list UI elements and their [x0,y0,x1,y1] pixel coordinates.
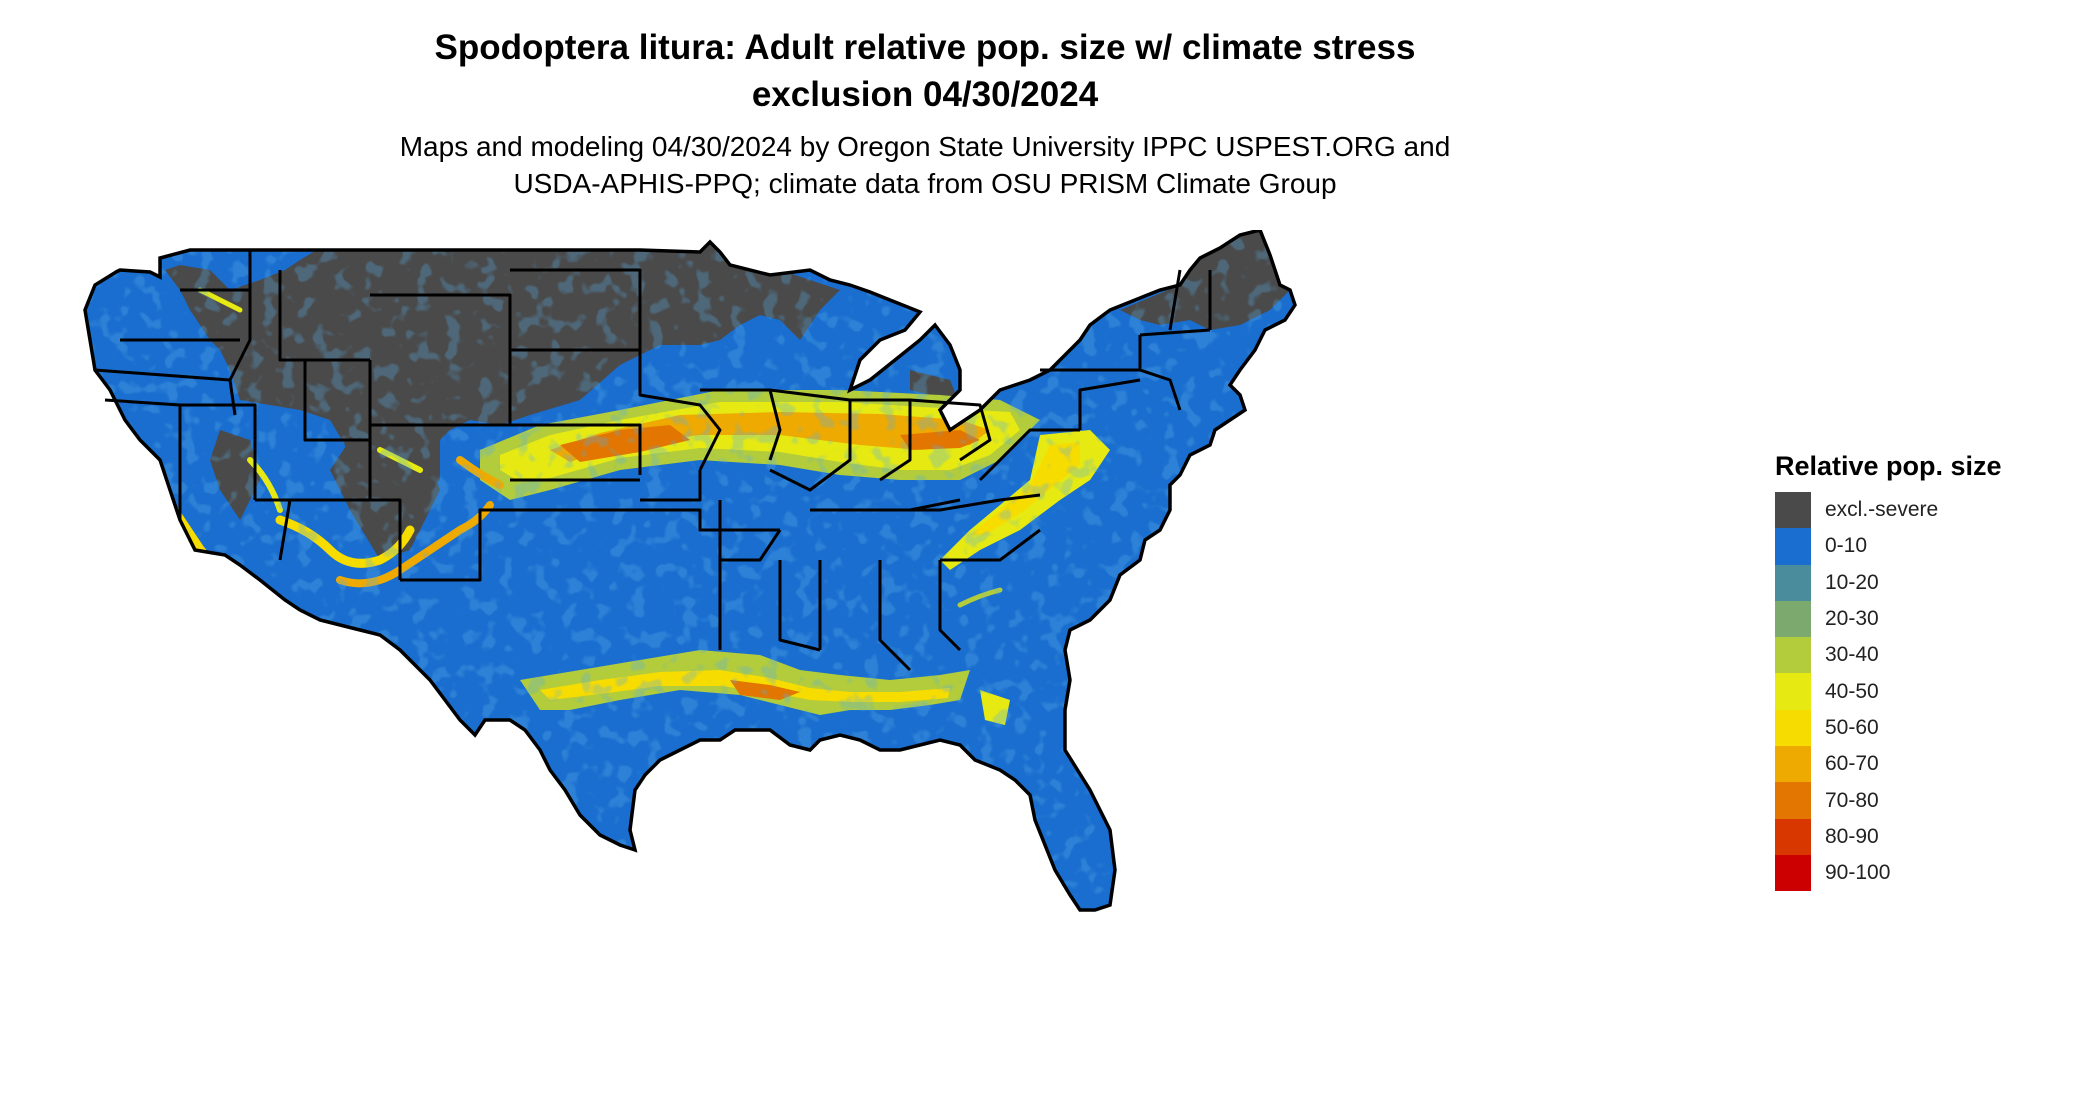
state-border [700,388,782,461]
us-map [83,230,1297,912]
state-border [400,508,640,582]
subtitle-line-1: Maps and modeling 04/30/2024 by Oregon S… [399,131,1451,162]
legend-label: 90-100 [1825,861,1891,885]
state-borders [94,250,1212,672]
state-border [278,270,370,362]
state-border [1078,378,1141,430]
state-border [1139,328,1211,337]
legend-label: 80-90 [1825,824,1879,848]
legend-label: 20-30 [1825,607,1879,631]
state-border [778,560,821,652]
legend-swatch [1775,564,1811,601]
legend-swatch [1775,528,1811,565]
legend-item: 0-10 [1775,528,2085,565]
subtitle-line-2: USDA-APHIS-PPQ; climate data from OSU PR… [513,168,1337,199]
legend-item: 30-40 [1775,637,2085,674]
legend-item: excl.-severe [1775,492,2085,529]
legend: Relative pop. size excl.-severe 0-10 10-20… [1775,448,2085,892]
state-border [909,398,992,462]
legend-label: 0-10 [1825,534,1868,558]
title-line-2: exclusion 04/30/2024 [751,75,1099,114]
state-border [769,388,852,492]
state-border [510,423,642,475]
texture-overlay [85,230,1295,910]
legend-label: 60-70 [1825,752,1879,776]
legend-swatch [1775,818,1811,855]
state-border [640,508,780,532]
legend-label: 70-80 [1825,788,1879,812]
legend-swatch [1775,673,1811,710]
state-border [94,368,231,382]
state-border [718,500,782,562]
state-border [370,498,402,580]
legend-label: excl.-severe [1825,498,1939,522]
legend-item: 50-60 [1775,709,2085,747]
legend-label: 30-40 [1825,643,1879,667]
state-border [255,498,292,561]
map-subtitle: Maps and modeling 04/30/2024 by Oregon S… [0,128,1850,202]
legend-item: 20-30 [1775,600,2085,638]
legend-swatch [1775,600,1811,638]
legend-swatch [1775,709,1811,747]
state-border [840,493,1041,512]
state-border [228,250,252,416]
legend-items: excl.-severe 0-10 10-20 20-30 30-40 40-50 50-6… [1775,492,2085,892]
legend-title: Relative pop. size [1775,451,2002,481]
state-border [940,528,1041,562]
state-border [938,560,962,652]
legend-swatch [1775,782,1811,819]
legend-item: 40-50 [1775,673,2085,710]
legend-swatch [1775,637,1811,674]
legend-label: 40-50 [1825,679,1879,703]
zone-40-50-florida-south [980,830,1020,880]
legend-item: 70-80 [1775,782,2085,819]
legend-item: 60-70 [1775,746,2085,783]
state-border [640,470,702,502]
legend-label: 50-60 [1825,715,1879,739]
map-title: Spodoptera litura: Adult relative pop. s… [0,24,1850,118]
legend-swatch [1775,492,1811,529]
legend-item: 10-20 [1775,564,2085,601]
state-border [638,270,722,471]
legend-swatch [1775,746,1811,783]
state-border [878,560,912,672]
legend-item: 90-100 [1775,854,2085,892]
state-border [1139,368,1182,411]
state-border [180,403,257,500]
state-border [1168,269,1182,331]
title-line-1: Spodoptera litura: Adult relative pop. s… [434,28,1416,67]
state-border [978,428,1080,482]
legend-swatch [1775,854,1811,892]
state-border [850,398,912,482]
state-border [303,360,370,442]
legend-label: 10-20 [1825,570,1879,594]
legend-item: 80-90 [1775,818,2085,855]
